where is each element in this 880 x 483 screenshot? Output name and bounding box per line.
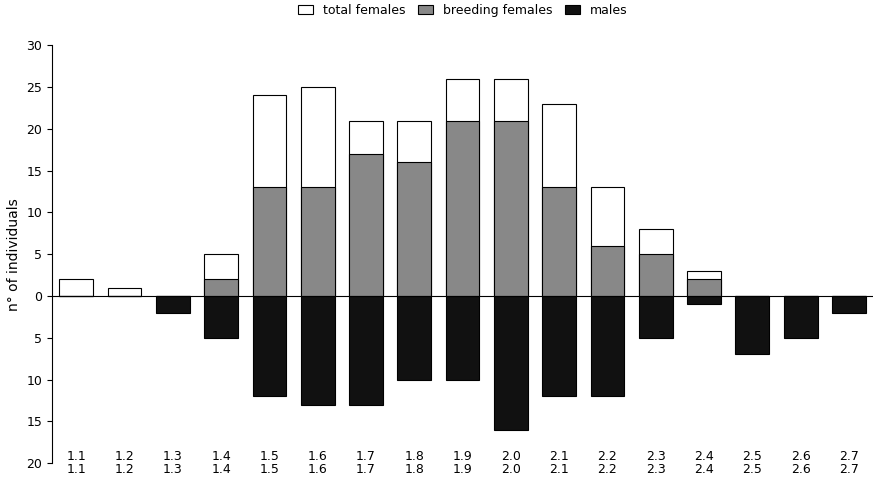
Text: 1.3: 1.3: [163, 450, 183, 463]
Text: 1.1: 1.1: [66, 463, 86, 476]
Bar: [156, 296, 190, 313]
Text: 2.5: 2.5: [743, 463, 762, 476]
Text: 2.1: 2.1: [549, 463, 569, 476]
Text: 1.6: 1.6: [308, 463, 327, 476]
Text: 2.2: 2.2: [598, 450, 618, 463]
Bar: [301, 296, 334, 405]
Bar: [349, 154, 383, 296]
Bar: [542, 296, 576, 396]
Bar: [445, 79, 480, 296]
Text: 1.7: 1.7: [356, 450, 376, 463]
Bar: [687, 279, 721, 296]
Bar: [253, 296, 286, 396]
Text: 1.9: 1.9: [452, 450, 473, 463]
Text: 2.6: 2.6: [791, 450, 810, 463]
Text: 1.3: 1.3: [163, 463, 183, 476]
Bar: [590, 296, 624, 396]
Bar: [590, 246, 624, 296]
Text: 1.6: 1.6: [308, 450, 327, 463]
Bar: [832, 296, 866, 313]
Text: 1.4: 1.4: [211, 450, 231, 463]
Bar: [494, 121, 528, 296]
Bar: [590, 187, 624, 296]
Bar: [204, 254, 238, 296]
Text: 1.2: 1.2: [114, 450, 135, 463]
Bar: [494, 296, 528, 430]
Text: 2.5: 2.5: [743, 450, 762, 463]
Text: 1.1: 1.1: [66, 450, 86, 463]
Text: 1.8: 1.8: [404, 450, 424, 463]
Text: 2.3: 2.3: [646, 450, 665, 463]
Text: 2.4: 2.4: [694, 463, 714, 476]
Text: 1.7: 1.7: [356, 463, 376, 476]
Bar: [253, 187, 286, 296]
Bar: [542, 104, 576, 296]
Bar: [204, 296, 238, 338]
Bar: [253, 96, 286, 296]
Bar: [494, 79, 528, 296]
Text: 2.7: 2.7: [839, 463, 859, 476]
Bar: [784, 296, 818, 338]
Text: 1.9: 1.9: [452, 463, 473, 476]
Text: 1.5: 1.5: [260, 450, 279, 463]
Text: 2.0: 2.0: [501, 463, 521, 476]
Text: 1.4: 1.4: [211, 463, 231, 476]
Bar: [204, 279, 238, 296]
Legend: total females, breeding females, males: total females, breeding females, males: [296, 1, 630, 19]
Bar: [398, 162, 431, 296]
Text: 1.8: 1.8: [404, 463, 424, 476]
Bar: [542, 187, 576, 296]
Bar: [639, 254, 672, 296]
Bar: [736, 296, 769, 355]
Text: 2.1: 2.1: [549, 450, 569, 463]
Bar: [445, 296, 480, 380]
Bar: [107, 287, 142, 296]
Text: 2.3: 2.3: [646, 463, 665, 476]
Text: 2.6: 2.6: [791, 463, 810, 476]
Text: 1.5: 1.5: [260, 463, 279, 476]
Bar: [687, 296, 721, 304]
Bar: [398, 121, 431, 296]
Bar: [59, 279, 93, 296]
Bar: [349, 296, 383, 405]
Bar: [301, 87, 334, 296]
Bar: [349, 121, 383, 296]
Text: 1.2: 1.2: [114, 463, 135, 476]
Y-axis label: n° of individuals: n° of individuals: [7, 198, 21, 311]
Bar: [639, 229, 672, 296]
Bar: [398, 296, 431, 380]
Text: 2.4: 2.4: [694, 450, 714, 463]
Text: 2.7: 2.7: [839, 450, 859, 463]
Text: 2.0: 2.0: [501, 450, 521, 463]
Bar: [301, 187, 334, 296]
Bar: [687, 271, 721, 296]
Bar: [445, 121, 480, 296]
Text: 2.2: 2.2: [598, 463, 618, 476]
Bar: [639, 296, 672, 338]
